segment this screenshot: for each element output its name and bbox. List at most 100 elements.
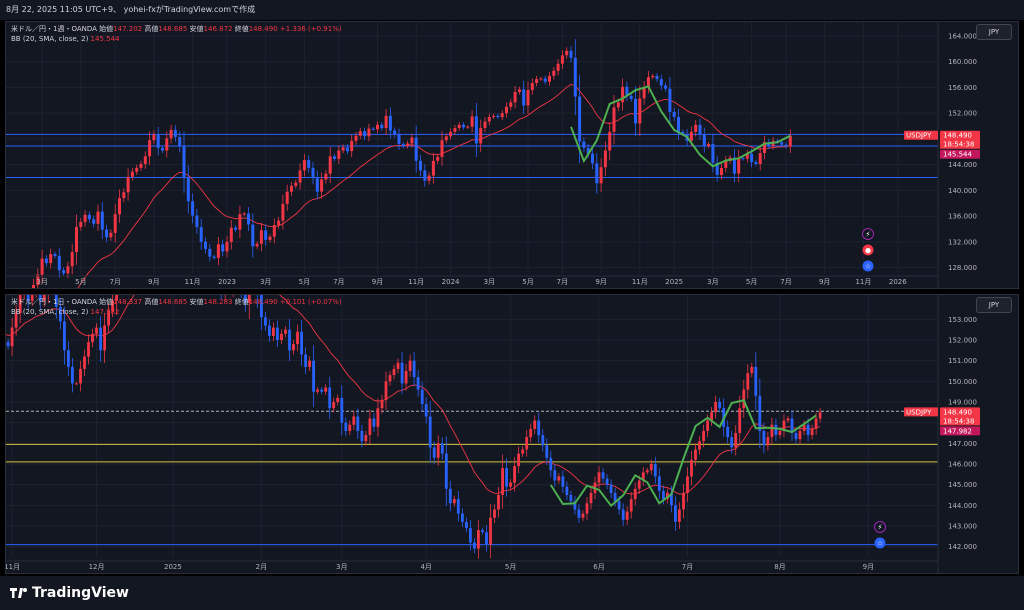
candle [307, 160, 311, 168]
countdown-tag: 18:54:38 [943, 417, 974, 425]
candle [26, 295, 30, 301]
candle [529, 428, 533, 438]
time-tick-label: 8月 [774, 563, 785, 571]
candle [36, 274, 40, 285]
candle [501, 468, 504, 495]
candle [53, 254, 57, 256]
candle [380, 124, 384, 128]
candle [290, 185, 293, 192]
gridlines [6, 22, 938, 274]
candle [247, 295, 251, 303]
candle [493, 509, 496, 518]
svg-text:☆: ☆ [877, 540, 883, 548]
daily-chart-pane[interactable]: 153.000152.000151.000150.000149.000148.0… [5, 294, 1019, 574]
time-tick-label: 5月 [522, 278, 533, 286]
time-tick-label: 2月 [256, 563, 267, 571]
candle [87, 214, 91, 220]
price-tick-label: 152.000 [948, 337, 977, 345]
candle [670, 492, 673, 506]
candle [496, 115, 500, 118]
price-tick-label: 156.000 [948, 84, 977, 92]
candle [340, 397, 344, 423]
candle [666, 492, 669, 500]
candle [814, 418, 818, 429]
symbol-tag: USDJPY [906, 132, 932, 140]
candle [780, 142, 784, 145]
candle [30, 295, 34, 301]
currency-button[interactable]: JPY [976, 297, 1012, 313]
candle [6, 342, 10, 347]
weekly-chart-pane[interactable]: 164.000160.000156.000152.000148.000144.0… [5, 21, 1019, 289]
candle [406, 143, 410, 146]
candle [591, 153, 594, 164]
candle [423, 170, 427, 181]
daily-chart-canvas[interactable]: 153.000152.000151.000150.000149.000148.0… [6, 295, 1018, 573]
close-label: 終値 [234, 25, 249, 33]
candle [372, 418, 376, 427]
candle [83, 356, 86, 369]
low-label: 安値 [189, 25, 204, 33]
candle [561, 476, 565, 487]
candle [668, 88, 672, 112]
candle [182, 146, 186, 178]
candle [718, 402, 721, 409]
candle [521, 449, 525, 454]
currency-button[interactable]: JPY [976, 24, 1012, 40]
candle [599, 167, 603, 184]
close-value: 148.490 [248, 298, 278, 306]
candle [70, 252, 74, 267]
candle [350, 140, 354, 152]
bb-basis-line [6, 295, 821, 495]
time-tick-label: 9月 [595, 278, 606, 286]
candle [281, 203, 285, 221]
candle [500, 113, 504, 118]
candle [79, 221, 83, 227]
price-tick-label: 160.000 [948, 58, 977, 66]
candle [778, 430, 782, 435]
candle [726, 426, 730, 438]
candle [483, 121, 487, 128]
candle [763, 142, 766, 153]
candle [143, 156, 147, 164]
time-tick-label: 6月 [593, 563, 604, 571]
open-label: 始値 [99, 25, 114, 33]
candle [54, 295, 58, 307]
time-tick-label: 9月 [863, 563, 874, 571]
candle [646, 77, 650, 88]
candle [408, 360, 412, 371]
time-tick-label: 12月 [89, 563, 105, 571]
candle [689, 131, 693, 141]
candle [354, 135, 358, 141]
candle [798, 430, 802, 440]
tradingview-logo[interactable]: TradingView [10, 583, 129, 603]
candle [107, 311, 110, 326]
candle [681, 131, 685, 134]
weekly-chart-canvas[interactable]: 164.000160.000156.000152.000148.000144.0… [6, 22, 1018, 288]
candle [625, 511, 629, 520]
candle [621, 86, 625, 103]
candle [466, 126, 470, 128]
time-tick-label: 7月 [682, 563, 693, 571]
candle [702, 134, 706, 146]
open-label: 始値 [99, 298, 114, 306]
candle [810, 428, 814, 436]
time-tick-label: 9月 [148, 278, 159, 286]
candle [530, 83, 534, 91]
candle [424, 404, 428, 417]
candle [75, 227, 78, 253]
candle [302, 160, 306, 171]
candle [324, 173, 328, 180]
time-tick-label: 7月 [109, 278, 120, 286]
candle [818, 412, 822, 419]
candle [300, 331, 303, 355]
candle [456, 499, 460, 514]
candle [462, 124, 465, 128]
candle [762, 430, 766, 446]
time-tick-label: 11月 [855, 278, 871, 286]
candle [539, 78, 543, 80]
candle [87, 342, 90, 357]
candle [686, 476, 689, 493]
candle [410, 137, 414, 144]
candles [6, 295, 822, 559]
candle [169, 129, 173, 139]
